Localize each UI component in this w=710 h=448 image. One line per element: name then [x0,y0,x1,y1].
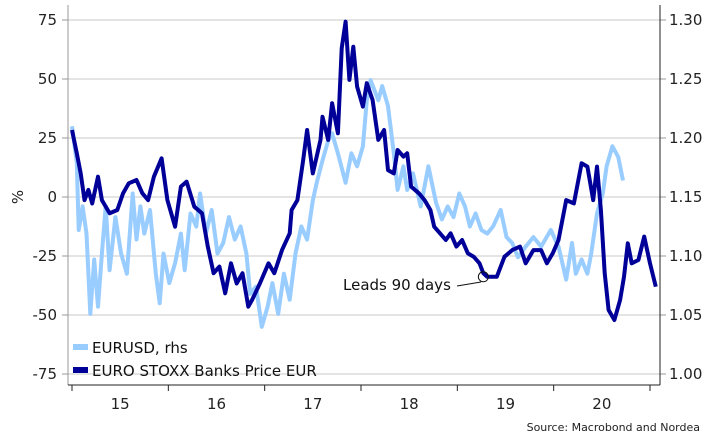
x-tick-label: 16 [207,395,226,413]
annotation-circle [477,271,489,283]
y-axis-label: % [9,190,27,204]
series-lines [70,19,658,329]
legend-label-eurusd: EURUSD, rhs [92,339,188,357]
series-line-stoxx-banks [70,19,658,322]
series-line-eurusd [70,78,625,329]
left-tick-label: 50 [38,70,57,88]
axes: 75 50 25 0 -25 -50 -75 1.30 1.25 1.20 1.15 1.10 1.05… [33,5,702,413]
right-tick-label: 1.25 [669,70,702,88]
right-tick-label: 1.15 [669,188,702,206]
legend: EURUSD, rhs EURO STOXX Banks Price EUR [73,339,317,380]
annotation: Leads 90 days [343,271,489,294]
gridlines [68,19,660,375]
x-tick-label: 18 [400,395,419,413]
left-tick-label: 0 [47,188,57,206]
right-tick-label: 1.30 [669,11,702,29]
legend-swatch-stoxx-banks [73,367,88,373]
legend-swatch-eurusd [73,344,88,350]
left-tick-label: 25 [38,129,57,147]
legend-label-stoxx-banks: EURO STOXX Banks Price EUR [92,362,317,380]
x-tick-label: 15 [111,395,130,413]
left-tick-label: 75 [38,11,57,29]
x-tick-label: 17 [303,395,322,413]
annotation-leader-line [456,281,482,287]
right-tick-label: 1.00 [669,365,702,383]
right-tick-label: 1.10 [669,247,702,265]
x-tick-label: 19 [496,395,515,413]
source-note: Source: Macrobond and Nordea [527,421,700,434]
annotation-label: Leads 90 days [343,276,451,294]
left-tick-label: -50 [33,306,58,324]
right-tick-label: 1.05 [669,306,702,324]
right-tick-label: 1.20 [669,129,702,147]
left-tick-label: -75 [33,365,58,383]
left-tick-label: -25 [33,247,58,265]
x-tick-label: 20 [592,395,611,413]
